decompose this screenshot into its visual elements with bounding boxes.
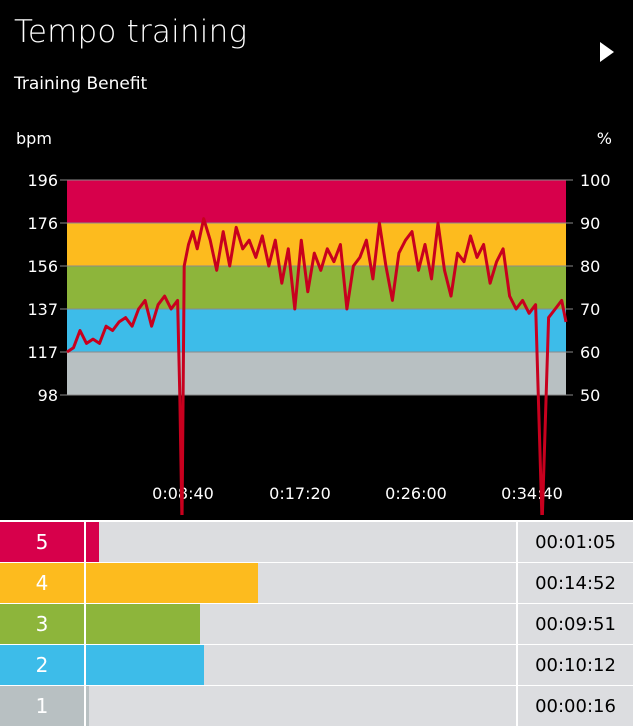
zone-number: 4: [0, 563, 84, 603]
heart-rate-line: [66, 217, 568, 515]
page-title: Tempo training: [14, 14, 248, 50]
zone-bar-track: [86, 522, 516, 562]
right-tick-label: 90: [580, 214, 600, 233]
left-axis-label: bpm: [16, 129, 52, 148]
zone-bar-fill: [86, 563, 258, 603]
left-tick-label: 156: [27, 257, 58, 276]
zone-number: 5: [0, 522, 84, 562]
left-tick-label: 137: [27, 300, 58, 319]
right-tick-label: 70: [580, 300, 600, 319]
zone-summary: 5 00:01:05 4 00:14:52 3 00:09:51 2 00:10:12 1 00:…: [0, 520, 633, 726]
right-tick-label: 50: [580, 386, 600, 405]
zone-time: 00:14:52: [518, 563, 633, 603]
right-axis-label: %: [597, 129, 612, 148]
right-tick-label: 80: [580, 257, 600, 276]
zone-row-5: 5 00:01:05: [0, 522, 633, 562]
zone-row-1: 1 00:00:16: [0, 686, 633, 726]
zone-band-2: [67, 309, 566, 352]
left-tick-label: 117: [27, 343, 58, 362]
zone-row-3: 3 00:09:51: [0, 604, 633, 644]
play-icon[interactable]: [600, 42, 614, 62]
x-tick-label: 0:26:00: [385, 484, 447, 503]
zone-band-5: [67, 180, 566, 223]
zone-bar-fill: [86, 686, 89, 726]
zone-row-4: 4 00:14:52: [0, 563, 633, 603]
right-tick-label: 60: [580, 343, 600, 362]
zone-number: 1: [0, 686, 84, 726]
zone-bar-track: [86, 645, 516, 685]
x-tick-label: 0:17:20: [269, 484, 331, 503]
zone-bar-track: [86, 563, 516, 603]
left-tick-label: 176: [27, 214, 58, 233]
zone-number: 2: [0, 645, 84, 685]
zone-time: 00:09:51: [518, 604, 633, 644]
left-tick-label: 98: [38, 386, 58, 405]
zone-bar-track: [86, 686, 516, 726]
zone-time: 00:01:05: [518, 522, 633, 562]
page-subtitle: Training Benefit: [14, 74, 148, 94]
zone-row-2: 2 00:10:12: [0, 645, 633, 685]
zone-bar-track: [86, 604, 516, 644]
zone-time: 00:10:12: [518, 645, 633, 685]
zone-band-1: [67, 352, 566, 395]
zone-band-3: [67, 266, 566, 309]
zone-bar-fill: [86, 645, 204, 685]
zone-bar-fill: [86, 604, 200, 644]
left-tick-label: 196: [27, 171, 58, 190]
zone-time: 00:00:16: [518, 686, 633, 726]
zone-number: 3: [0, 604, 84, 644]
heart-rate-chart: bpm % 196 176 156 137 117 98 100 90 80 70 60 50 0:…: [16, 129, 612, 515]
zone-bar-fill: [86, 522, 99, 562]
right-tick-label: 100: [580, 171, 611, 190]
x-tick-label: 0:34:40: [501, 484, 563, 503]
